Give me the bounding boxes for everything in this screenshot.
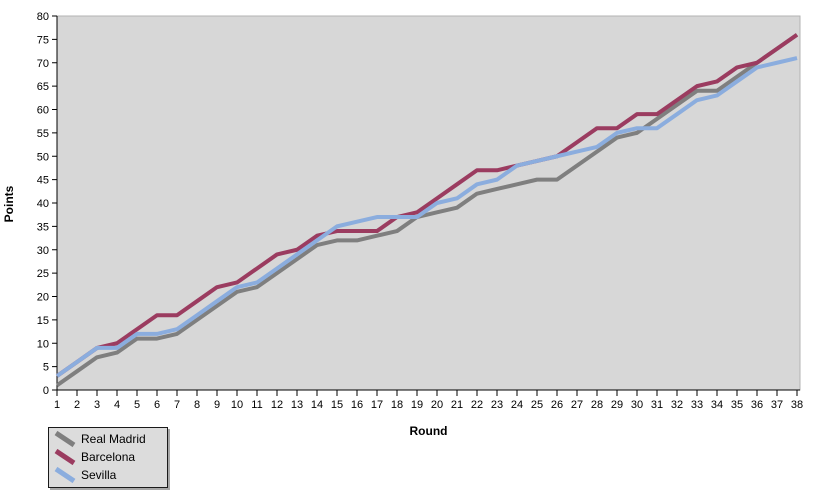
y-tick-label: 35	[37, 221, 49, 233]
x-tick-label: 37	[771, 399, 783, 411]
x-tick-label: 16	[351, 399, 363, 411]
y-tick-label: 0	[43, 385, 49, 397]
x-tick-label: 24	[511, 399, 523, 411]
x-tick-label: 27	[571, 399, 583, 411]
y-axis-title: Points	[2, 185, 16, 223]
x-tick-label: 23	[491, 399, 503, 411]
x-tick-label: 12	[271, 399, 283, 411]
legend-label: Sevilla	[81, 468, 117, 482]
y-tick-label: 20	[37, 292, 49, 304]
x-tick-label: 30	[631, 399, 643, 411]
series-line-real-madrid	[55, 33, 799, 387]
legend-label: Real Madrid	[81, 432, 146, 446]
x-tick-label: 21	[451, 399, 463, 411]
x-tick-label: 35	[731, 399, 743, 411]
y-tick-label: 30	[37, 245, 49, 257]
x-tick-label: 6	[154, 399, 160, 411]
y-tick-label: 55	[37, 128, 49, 140]
x-tick-label: 19	[411, 399, 423, 411]
line-swatch-icon	[54, 466, 76, 484]
x-tick-label: 25	[531, 399, 543, 411]
series-line-barcelona	[55, 33, 799, 378]
x-tick-label: 17	[371, 399, 383, 411]
x-tick-label: 34	[711, 399, 723, 411]
legend: Real Madrid Barcelona Sevilla	[48, 427, 168, 488]
x-tick-label: 31	[651, 399, 663, 411]
line-swatch-icon	[54, 448, 76, 466]
x-tick-label: 2	[74, 399, 80, 411]
x-tick-label: 9	[214, 399, 220, 411]
y-tick-label: 25	[37, 268, 49, 280]
y-tick-label: 65	[37, 81, 49, 93]
y-tick-label: 40	[37, 198, 49, 210]
x-tick-label: 28	[591, 399, 603, 411]
x-tick-label: 7	[174, 399, 180, 411]
x-tick-label: 13	[291, 399, 303, 411]
x-tick-label: 15	[331, 399, 343, 411]
y-tick-label: 80	[37, 11, 49, 23]
y-tick-label: 15	[37, 315, 49, 327]
x-tick-label: 29	[611, 399, 623, 411]
x-tick-label: 4	[114, 399, 120, 411]
y-tick-label: 50	[37, 151, 49, 163]
y-tick-label: 75	[37, 34, 49, 46]
x-tick-label: 11	[251, 399, 262, 411]
x-tick-label: 3	[94, 399, 100, 411]
line-swatch-icon	[54, 430, 76, 448]
x-tick-label: 36	[751, 399, 763, 411]
x-tick-label: 22	[471, 399, 483, 411]
x-tick-label: 20	[431, 399, 443, 411]
y-tick-label: 10	[37, 338, 49, 350]
x-tick-label: 26	[551, 399, 563, 411]
x-tick-label: 33	[691, 399, 703, 411]
x-tick-label: 10	[231, 399, 243, 411]
legend-item-barcelona: Barcelona	[53, 448, 163, 466]
y-tick-label: 60	[37, 105, 49, 117]
x-tick-label: 32	[671, 399, 683, 411]
x-tick-label: 5	[134, 399, 140, 411]
x-tick-label: 8	[194, 399, 200, 411]
y-tick-label: 45	[37, 175, 49, 187]
x-axis-title: Round	[409, 424, 448, 438]
x-tick-label: 18	[391, 399, 403, 411]
y-tick-label: 5	[43, 362, 49, 374]
series-line-sevilla	[55, 56, 798, 378]
legend-item-real-madrid: Real Madrid	[53, 430, 163, 448]
y-tick-label: 70	[37, 58, 49, 70]
legend-item-sevilla: Sevilla	[53, 466, 163, 484]
x-tick-label: 38	[791, 399, 803, 411]
x-tick-label: 1	[54, 399, 60, 411]
legend-label: Barcelona	[81, 450, 136, 464]
x-tick-label: 14	[311, 399, 323, 411]
